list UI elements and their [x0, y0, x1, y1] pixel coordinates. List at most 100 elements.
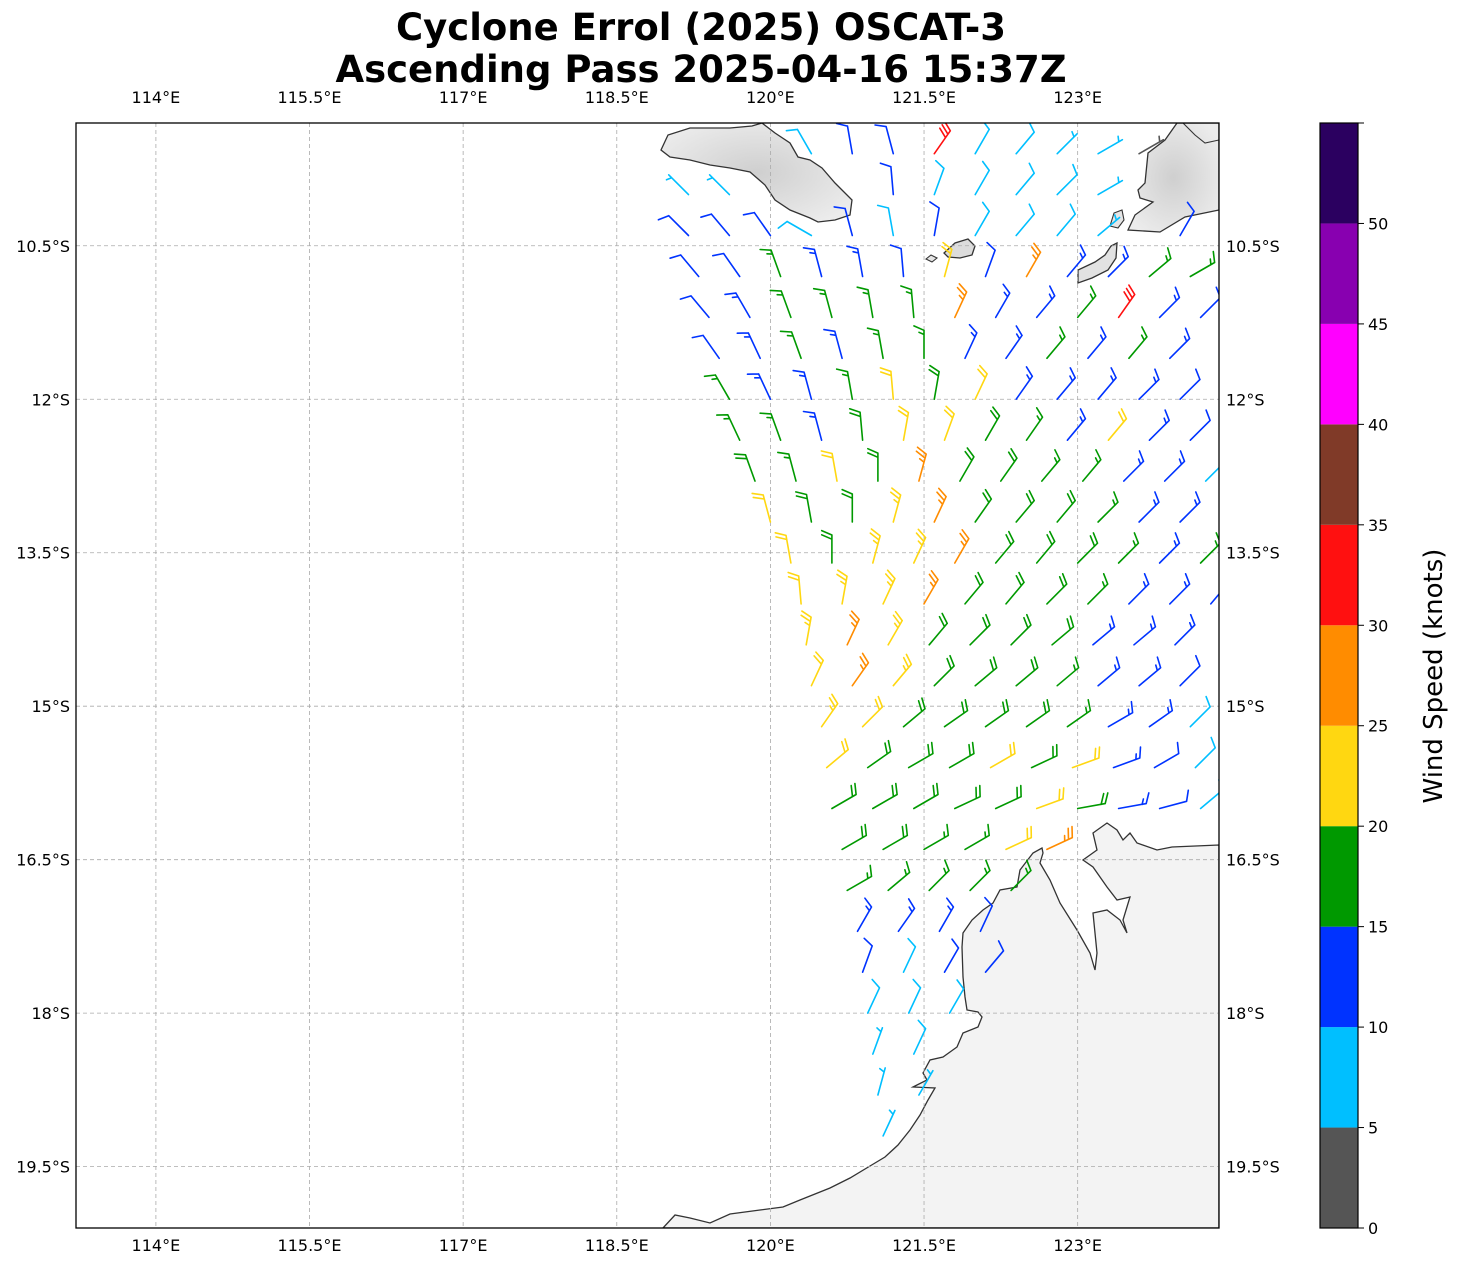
barb-shaft: [866, 978, 881, 1014]
barb-shaft: [820, 693, 839, 728]
colorbar-tick-label: 40: [1368, 415, 1388, 434]
lat-tick-label-right: 13.5°S: [1226, 544, 1280, 563]
barb-shaft: [1194, 736, 1216, 769]
wind-barb: [1189, 409, 1211, 441]
wind-barb: [712, 252, 741, 278]
wind-barb: [800, 610, 812, 646]
wind-barb: [1189, 250, 1216, 278]
wind-barb: [882, 569, 896, 605]
barb-shaft: [823, 328, 843, 360]
barb-shaft: [900, 285, 915, 319]
barb-shaft: [887, 861, 911, 892]
barb-shaft: [792, 369, 813, 400]
wind-barb: [984, 699, 1010, 728]
wind-barb: [706, 174, 731, 196]
wind-barb: [716, 414, 741, 441]
barb-shaft: [1148, 409, 1170, 441]
wind-barb: [759, 412, 782, 441]
wind-barb: [954, 529, 970, 564]
wind-barb: [1097, 135, 1124, 155]
wind-barb: [700, 213, 731, 237]
colorbar-segment: [1320, 323, 1358, 425]
wind-barb: [669, 254, 700, 278]
wind-barb: [820, 450, 838, 482]
barb-shaft: [984, 406, 1001, 441]
barb-shaft: [1015, 203, 1035, 237]
barb-shaft: [1179, 654, 1201, 687]
barb-shaft: [724, 292, 751, 319]
barb-shaft: [736, 332, 761, 360]
colorbar-tick-label: 10: [1368, 1018, 1388, 1037]
lat-tick-label-right: 12°S: [1226, 390, 1265, 409]
wind-barb: [831, 782, 857, 810]
barb-shaft: [669, 254, 700, 278]
island-timor: [1127, 123, 1219, 233]
wind-barb: [1138, 656, 1162, 687]
wind-barb: [948, 741, 975, 769]
wind-barb: [887, 610, 903, 646]
wind-barb: [1015, 656, 1039, 687]
barb-shaft: [1041, 449, 1061, 482]
barb-shaft: [887, 610, 903, 646]
barb-shaft: [984, 241, 996, 278]
barb-shaft: [943, 405, 955, 441]
wind-barb: [1046, 825, 1074, 851]
wind-barb: [1051, 615, 1075, 646]
barb-shaft: [941, 241, 953, 278]
wind-barb: [964, 323, 978, 360]
island-sumba: [660, 123, 853, 223]
barb-shaft: [1056, 203, 1076, 237]
barb-shaft: [1138, 135, 1165, 155]
barb-shaft: [1087, 573, 1109, 605]
barb-shaft: [820, 529, 833, 564]
axis-ticks: 114°E 114°E 115.5°E 115.5°E 117°E 117°E 118.5°…: [16, 88, 1280, 1255]
barb-shaft: [889, 244, 905, 278]
wind-barb: [851, 652, 870, 687]
wind-barb: [989, 741, 1016, 769]
barb-shaft: [856, 897, 873, 933]
colorbar-tick-label: 35: [1368, 516, 1388, 535]
barb-shaft: [1025, 407, 1044, 441]
lon-tick-label-bottom: 115.5°E: [278, 1236, 342, 1255]
wind-barb: [1025, 407, 1044, 441]
wind-barb: [1092, 615, 1116, 646]
lat-tick-label-left: 15°S: [31, 697, 70, 716]
barb-shaft: [769, 289, 792, 319]
wind-barb: [1107, 408, 1128, 441]
wind-barb: [889, 244, 905, 278]
wind-barb: [1015, 203, 1035, 237]
barb-shaft: [943, 938, 960, 973]
colorbar-segment: [1320, 123, 1358, 224]
wind-barb: [1174, 613, 1196, 646]
barb-shaft: [1169, 573, 1191, 605]
barb-shaft: [1189, 409, 1211, 441]
lat-tick-label-right: 15°S: [1226, 697, 1265, 716]
wind-barb: [1076, 792, 1109, 810]
barb-shaft: [897, 898, 916, 933]
barb-shaft: [928, 364, 940, 400]
wind-barb: [774, 532, 792, 564]
lon-tick-label-bottom: 117°E: [439, 1236, 488, 1255]
lon-tick-label-top: 118.5°E: [585, 88, 649, 107]
wind-barb: [825, 738, 849, 769]
wind-barb: [1005, 571, 1025, 605]
barb-shaft: [1010, 859, 1032, 892]
wind-barb: [969, 859, 991, 892]
barb-shaft: [866, 327, 884, 360]
barb-shaft: [665, 174, 690, 196]
barb-shaft: [846, 864, 873, 892]
wind-barb: [1107, 700, 1134, 728]
barb-shaft: [1128, 326, 1148, 360]
barb-shaft: [759, 412, 782, 441]
wind-barb: [943, 405, 955, 441]
wind-barb: [1076, 532, 1099, 564]
barb-shaft: [820, 450, 838, 482]
barb-shaft: [703, 374, 731, 400]
wind-barb: [820, 529, 833, 564]
wind-barb: [872, 782, 898, 810]
wind-barb: [1169, 327, 1191, 360]
barb-shaft: [984, 940, 1005, 973]
barb-shaft: [954, 283, 968, 319]
barb-shaft: [846, 245, 864, 278]
